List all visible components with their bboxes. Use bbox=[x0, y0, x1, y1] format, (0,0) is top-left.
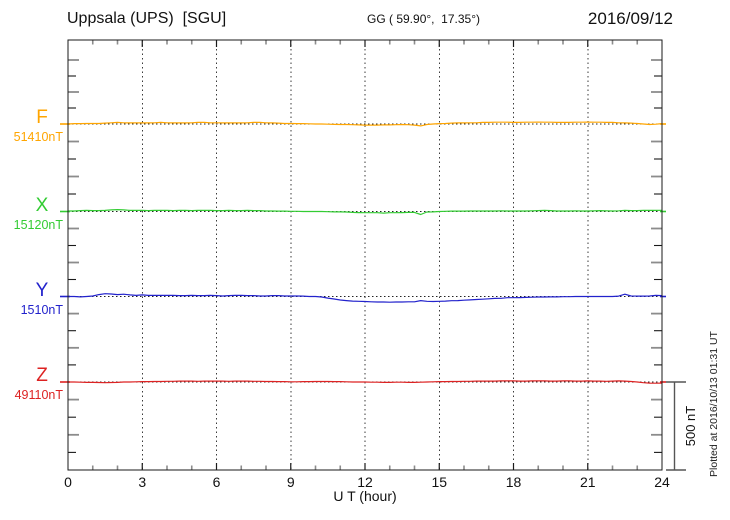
channel-baseline-value-X: 15120nT bbox=[13, 217, 63, 232]
geographic-coordinates: GG ( 59.90°, 17.35°) bbox=[367, 12, 480, 26]
x-tick-label-18: 18 bbox=[505, 474, 522, 490]
x-tick-label-24: 24 bbox=[654, 474, 670, 490]
channel-baseline-value-Z: 49110nT bbox=[14, 388, 63, 402]
channel-baseline-value-Y: 1510nT bbox=[20, 302, 63, 317]
x-tick-label-6: 6 bbox=[212, 474, 221, 490]
channel-letter-F: F bbox=[36, 107, 48, 128]
trace-F bbox=[67, 121, 663, 127]
station-title: Uppsala (UPS) [SGU] bbox=[67, 10, 227, 27]
x-tick-label-9: 9 bbox=[286, 474, 295, 490]
trace-X bbox=[67, 209, 663, 216]
plot-frame bbox=[67, 39, 663, 471]
scale-bar-label: 500 nT bbox=[682, 405, 698, 447]
channel-letter-Y: Y bbox=[35, 279, 49, 301]
x-tick-label-21: 21 bbox=[579, 474, 596, 490]
x-tick-label-12: 12 bbox=[357, 474, 373, 490]
plotted-at-timestamp: Plotted at 2016/10/13 01:31 UT bbox=[708, 331, 721, 477]
x-tick-label-3: 3 bbox=[138, 474, 147, 490]
x-tick-label-0: 0 bbox=[64, 474, 72, 490]
trace-Y bbox=[67, 293, 663, 303]
trace-Z bbox=[67, 380, 663, 384]
x-axis-label: U T (hour) bbox=[333, 488, 397, 504]
channel-letter-Z: Z bbox=[36, 365, 48, 386]
channel-baseline-value-F: 51410nT bbox=[13, 130, 63, 144]
x-tick-label-15: 15 bbox=[431, 474, 448, 490]
plot-date: 2016/09/12 bbox=[587, 9, 673, 28]
channel-letter-X: X bbox=[35, 194, 49, 216]
